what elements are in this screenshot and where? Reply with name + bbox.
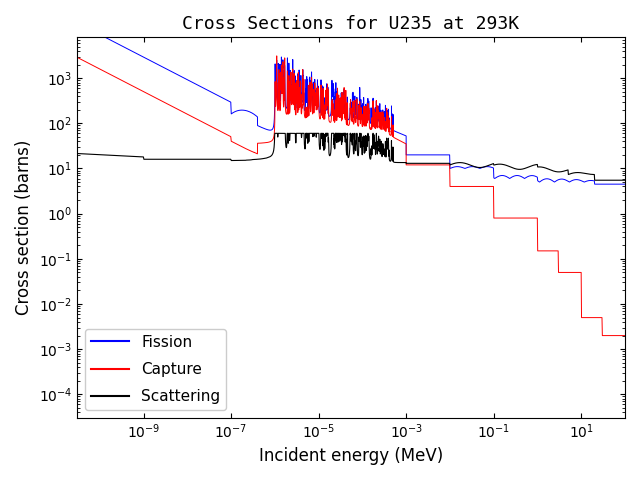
Line: Scattering: Scattering: [56, 133, 625, 180]
X-axis label: Incident energy (MeV): Incident energy (MeV): [259, 447, 443, 465]
Scattering: [271, 131, 278, 136]
Capture: [287, 102, 295, 108]
Scattering: [591, 177, 598, 183]
Line: Capture: Capture: [56, 47, 625, 336]
Fission: [349, 111, 357, 117]
Scattering: [349, 147, 357, 153]
Capture: [52, 44, 60, 49]
Y-axis label: Cross section (barns): Cross section (barns): [15, 140, 33, 315]
Fission: [347, 109, 355, 115]
Fission: [566, 179, 574, 184]
Scattering: [52, 150, 60, 156]
Capture: [566, 270, 574, 276]
Capture: [252, 150, 259, 156]
Fission: [378, 116, 385, 122]
Scattering: [621, 177, 629, 183]
Scattering: [252, 156, 259, 162]
Scattering: [347, 132, 355, 138]
Capture: [621, 333, 629, 338]
Scattering: [378, 140, 385, 145]
Line: Fission: Fission: [56, 35, 625, 184]
Capture: [378, 120, 385, 125]
Scattering: [567, 171, 575, 177]
Capture: [347, 109, 355, 115]
Fission: [591, 181, 598, 187]
Legend: Fission, Capture, Scattering: Fission, Capture, Scattering: [84, 329, 227, 410]
Capture: [598, 333, 606, 338]
Title: Cross Sections for U235 at 293K: Cross Sections for U235 at 293K: [182, 15, 520, 33]
Fission: [287, 99, 295, 105]
Capture: [349, 120, 357, 125]
Fission: [252, 112, 259, 118]
Scattering: [287, 131, 295, 136]
Fission: [621, 181, 629, 187]
Fission: [52, 32, 60, 38]
